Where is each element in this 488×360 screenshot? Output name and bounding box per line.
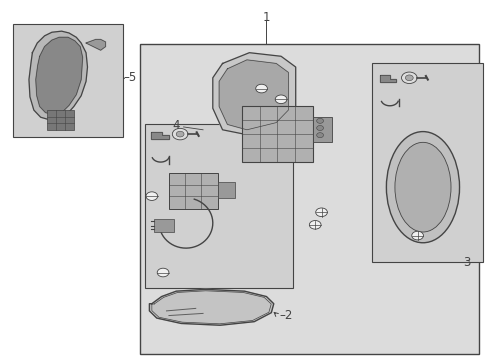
Bar xyxy=(13,24,122,137)
Text: –2: –2 xyxy=(279,309,292,322)
Polygon shape xyxy=(29,31,87,120)
Circle shape xyxy=(275,95,286,104)
Bar xyxy=(144,125,293,288)
Bar xyxy=(47,110,74,130)
Text: 4: 4 xyxy=(172,119,180,132)
Circle shape xyxy=(411,231,423,240)
Bar xyxy=(140,44,478,354)
Text: –5: –5 xyxy=(123,71,137,84)
Text: 1: 1 xyxy=(262,12,270,24)
Circle shape xyxy=(309,221,321,229)
Circle shape xyxy=(405,75,412,81)
Ellipse shape xyxy=(394,142,450,232)
Circle shape xyxy=(316,118,323,123)
Polygon shape xyxy=(36,37,82,115)
Circle shape xyxy=(255,84,267,93)
Circle shape xyxy=(176,131,183,137)
Bar xyxy=(217,182,234,198)
Polygon shape xyxy=(151,132,168,139)
Bar xyxy=(371,63,483,262)
Circle shape xyxy=(157,268,168,277)
Bar xyxy=(154,220,173,232)
Circle shape xyxy=(315,208,327,217)
Polygon shape xyxy=(219,60,288,130)
Circle shape xyxy=(316,133,323,138)
Circle shape xyxy=(316,126,323,131)
Polygon shape xyxy=(212,53,295,135)
Polygon shape xyxy=(86,40,105,50)
Text: 3: 3 xyxy=(462,256,469,269)
Bar xyxy=(242,107,312,162)
Polygon shape xyxy=(149,289,273,325)
Bar xyxy=(312,117,331,142)
Bar xyxy=(168,173,217,209)
Circle shape xyxy=(172,129,187,140)
Polygon shape xyxy=(379,75,395,82)
Circle shape xyxy=(146,192,158,201)
Ellipse shape xyxy=(386,132,459,243)
Circle shape xyxy=(401,72,416,84)
